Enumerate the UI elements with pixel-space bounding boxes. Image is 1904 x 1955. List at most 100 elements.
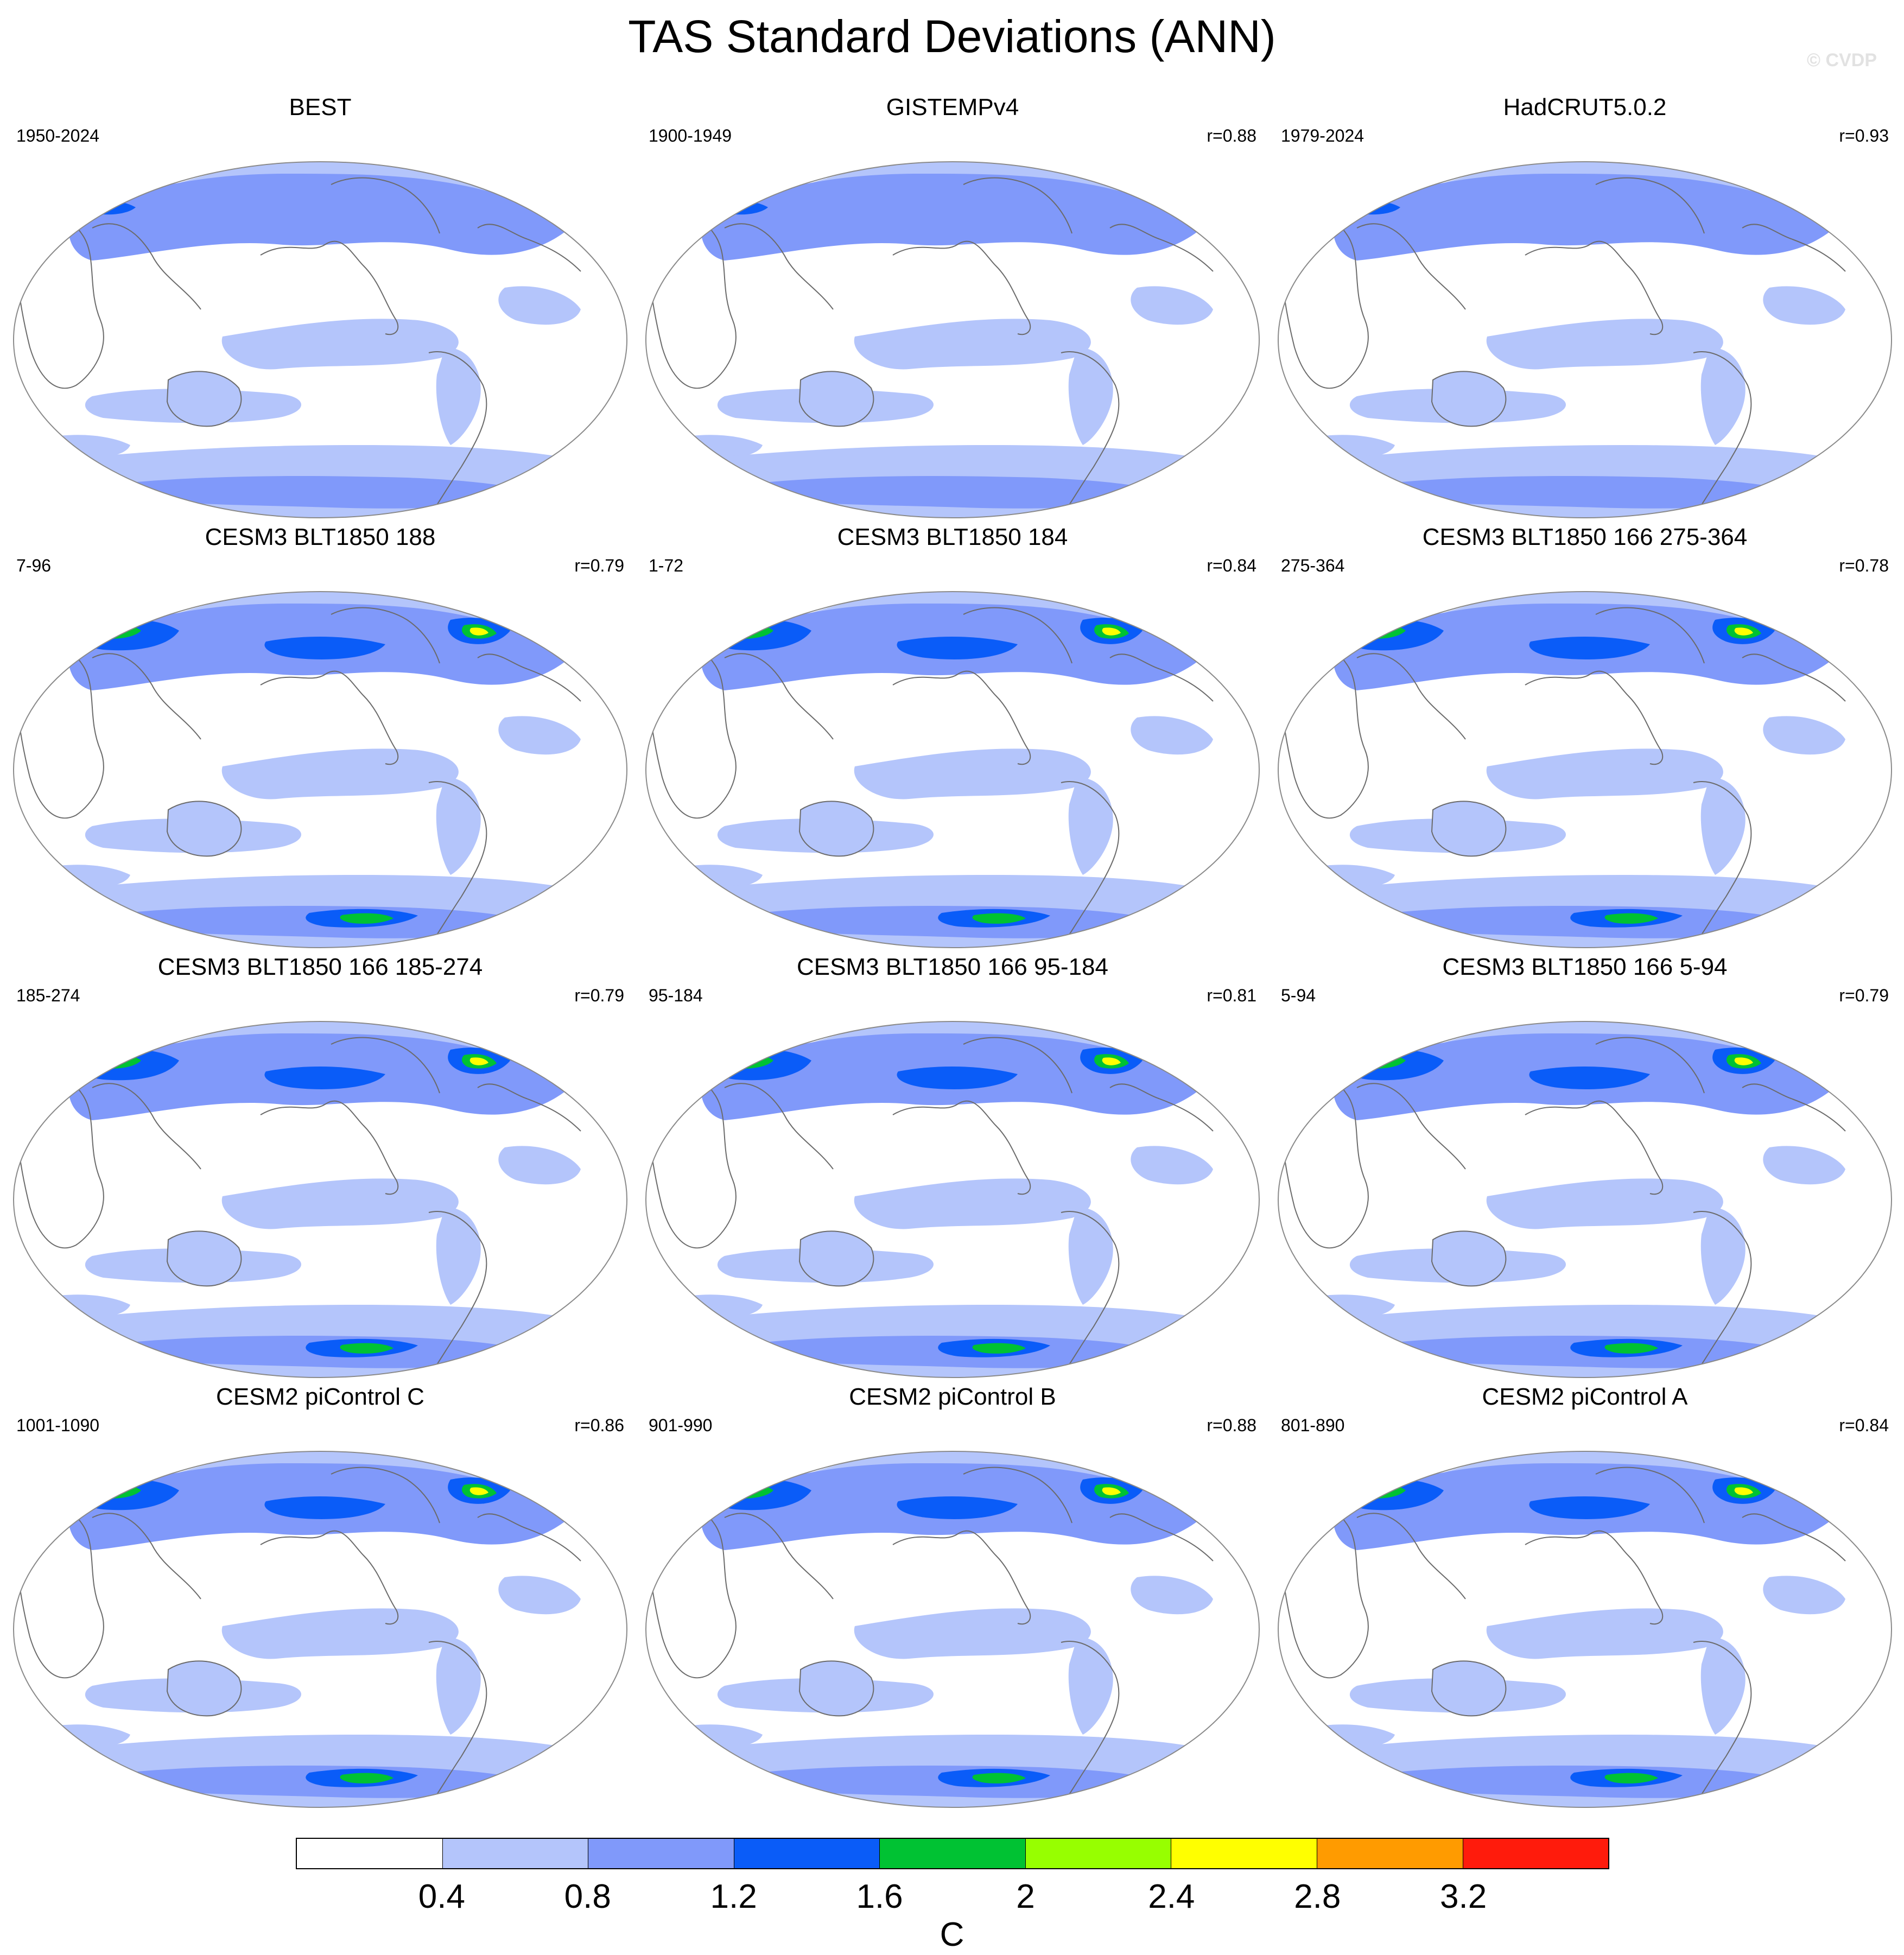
contour-region [96, 1482, 117, 1489]
contour-region [1763, 716, 1845, 755]
coastline [166, 801, 242, 857]
contour-region [972, 913, 1026, 924]
panel-correlation: r=0.79 [574, 986, 624, 1005]
map-outline [12, 161, 628, 518]
coastline [963, 607, 1072, 664]
contour-region [1529, 1066, 1650, 1089]
panel-title: BEST [289, 94, 352, 120]
contour-region [1068, 777, 1113, 875]
figure-title: TAS Standard Deviations (ANN) [628, 11, 1276, 62]
contour-region [799, 1661, 874, 1716]
coastline [963, 1037, 1072, 1094]
contour-region [1763, 286, 1845, 325]
coastline [1525, 1100, 1664, 1195]
coastline [1595, 177, 1705, 234]
map-panel: CESM3 BLT1850 166 185-274 185-274 r=0.79 [5, 952, 635, 1378]
contour-region [1604, 1773, 1658, 1783]
coastline [1595, 1467, 1705, 1524]
contour-region [1102, 1487, 1121, 1495]
contour-region [1529, 636, 1650, 659]
contour-region [167, 1231, 242, 1286]
coastline [724, 1513, 834, 1599]
panel-period: 901-990 [649, 1416, 713, 1435]
colorbar-swatch [1025, 1839, 1171, 1868]
contour-region [469, 1057, 488, 1065]
panel-correlation: r=0.88 [1207, 126, 1256, 145]
map-plot [1277, 1451, 1893, 1808]
panel-correlation: r=0.79 [1839, 986, 1889, 1005]
contour-region [1432, 1231, 1506, 1286]
contour-region [498, 286, 581, 325]
colorbar-tick-label: 0.4 [418, 1878, 465, 1915]
contour-region [1131, 1576, 1213, 1615]
panel-period: 7-96 [16, 556, 52, 575]
map-panel: CESM3 BLT1850 166 95-184 95-184 r=0.81 [638, 952, 1267, 1378]
contour-region [723, 621, 758, 632]
contour-region [1763, 1146, 1845, 1185]
map-outline [645, 1451, 1260, 1808]
contour-region [854, 748, 1091, 799]
contour-region [264, 1066, 385, 1089]
colorbar-tick-label: 2.8 [1294, 1878, 1341, 1915]
coastline [1061, 351, 1120, 505]
contour-region [799, 801, 874, 856]
coastline [260, 670, 399, 765]
coastline [1356, 1513, 1466, 1599]
contour-region [1361, 1052, 1382, 1059]
contour-region [469, 627, 488, 636]
contour-region [1068, 1207, 1113, 1305]
contour-region [723, 1481, 758, 1491]
panel-title: CESM3 BLT1850 166 275-364 [1422, 524, 1748, 550]
coastline [1109, 653, 1214, 702]
contour-region [498, 1146, 581, 1185]
map-plot [12, 161, 628, 518]
map-outline [645, 591, 1260, 948]
map-plot [12, 1021, 628, 1378]
contour-region [723, 1051, 758, 1062]
map-outline [12, 591, 628, 948]
map-outline [645, 161, 1260, 518]
contour-region [91, 1051, 126, 1062]
coastline [477, 1083, 581, 1132]
coastline [1356, 1083, 1466, 1170]
coastline [1061, 1641, 1120, 1795]
contour-region [1700, 1207, 1746, 1305]
map-outline [1277, 591, 1893, 948]
coastline [1431, 801, 1507, 857]
map-outline [1277, 161, 1893, 518]
map-outline [1277, 1021, 1893, 1378]
coastline [1693, 1211, 1752, 1365]
contour-region [1131, 716, 1213, 755]
map-plot [645, 1451, 1260, 1808]
coastline [331, 177, 440, 234]
coastline [260, 1100, 399, 1195]
coastline [477, 653, 581, 702]
colorbar-swatch [442, 1839, 588, 1868]
coastline [1742, 1513, 1846, 1562]
contour-region [1102, 1057, 1121, 1065]
contour-region [972, 1343, 1026, 1354]
contour-region [701, 174, 1202, 261]
contour-region [436, 1637, 481, 1735]
colorbar-tick-label: 1.2 [710, 1878, 757, 1915]
contour-region [469, 1487, 488, 1495]
coastline [166, 1230, 242, 1287]
coastline [1693, 351, 1752, 505]
contour-region [897, 1496, 1018, 1519]
panel-period: 95-184 [649, 986, 703, 1005]
panel-title: CESM3 BLT1850 166 95-184 [797, 954, 1108, 980]
contour-region [1486, 1608, 1723, 1659]
coastline [724, 223, 834, 310]
contour-region [1763, 1576, 1845, 1615]
coastline [1742, 653, 1846, 702]
panel-period: 801-890 [1281, 1416, 1345, 1435]
coastline [477, 224, 581, 272]
panel-correlation: r=0.78 [1839, 556, 1889, 575]
map-panel: BEST 1950-2024 [5, 92, 635, 518]
map-panel: CESM3 BLT1850 184 1-72 r=0.84 [638, 522, 1267, 948]
contour-region [799, 1231, 874, 1286]
contour-region [1068, 1637, 1113, 1735]
coastline [92, 1513, 201, 1599]
contour-region [498, 1576, 581, 1615]
contour-region [498, 716, 581, 755]
